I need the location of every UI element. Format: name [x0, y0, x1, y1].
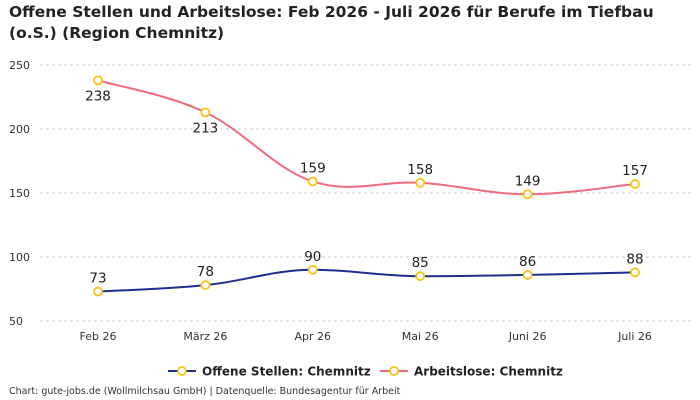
chart-title: Offene Stellen und Arbeitslose: Feb 2026…	[9, 3, 654, 42]
data-label: 78	[197, 264, 214, 280]
data-label: 238	[85, 88, 111, 104]
y-axis-ticks: 50 100 150 200 250	[9, 59, 30, 328]
data-point	[415, 177, 426, 188]
data-point	[200, 280, 211, 291]
x-tick-label: Feb 26	[80, 330, 117, 343]
data-label: 158	[407, 162, 433, 178]
series-line-offene-stellen	[97, 268, 636, 293]
data-label: 90	[304, 249, 321, 265]
y-tick-label: 50	[9, 315, 23, 328]
legend-marker	[177, 366, 187, 376]
data-point	[93, 286, 103, 297]
data-point	[307, 176, 318, 187]
data-point	[522, 189, 533, 200]
data-points	[93, 75, 640, 297]
data-point	[307, 264, 318, 275]
x-tick-label: Mai 26	[402, 330, 439, 343]
footer-source: Chart: gute-jobs.de (Wollmilchsau GmbH) …	[9, 386, 401, 397]
data-point	[522, 270, 533, 280]
data-point	[630, 179, 640, 189]
data-label: 159	[300, 160, 326, 176]
x-tick-label: Juni 26	[508, 330, 547, 343]
data-label: 85	[412, 255, 429, 271]
data-label: 73	[89, 271, 106, 287]
gridlines	[40, 64, 693, 322]
y-tick-label: 100	[9, 251, 30, 264]
data-label: 157	[622, 163, 648, 179]
legend-marker	[389, 366, 399, 376]
series-line-arbeitslose	[97, 79, 636, 196]
y-tick-label: 200	[9, 123, 30, 136]
data-label: 149	[515, 173, 541, 189]
x-tick-label: Juli 26	[617, 330, 652, 343]
x-tick-label: März 26	[183, 330, 227, 343]
x-tick-label: Apr 26	[295, 330, 332, 343]
data-label: 88	[626, 251, 643, 267]
y-tick-label: 250	[9, 59, 30, 72]
x-axis-ticks: Feb 26 März 26 Apr 26 Mai 26 Juni 26 Juli 26	[80, 330, 652, 343]
legend-label: Offene Stellen: Chemnitz	[202, 365, 371, 379]
data-label: 86	[519, 254, 536, 270]
legend: Offene Stellen: Chemnitz Arbeitslose: Che…	[168, 365, 563, 379]
data-point	[415, 271, 426, 282]
data-point	[200, 107, 211, 118]
data-labels: 73 78 90 85 86 88 238 213 159 158 149 157	[85, 88, 648, 286]
data-point	[93, 75, 103, 86]
data-point	[630, 267, 640, 278]
data-label: 213	[193, 120, 219, 136]
legend-label: Arbeitslose: Chemnitz	[414, 365, 563, 379]
y-tick-label: 150	[9, 187, 30, 200]
series-lines	[97, 79, 636, 293]
